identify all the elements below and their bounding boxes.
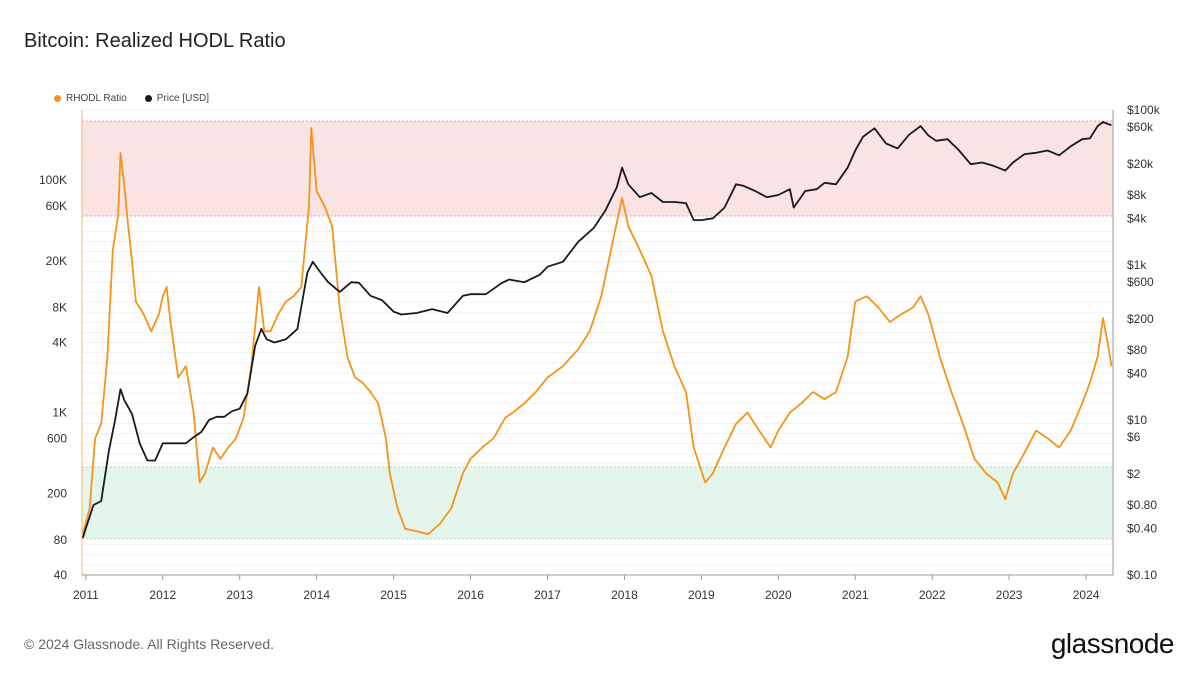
brand-logo: glassnode — [1050, 628, 1175, 659]
y-left-tick-label: 100K — [39, 173, 67, 187]
legend-label-price: Price [USD] — [156, 93, 209, 104]
x-tick-label: 2015 — [380, 588, 407, 602]
x-tick-label: 2022 — [919, 588, 946, 602]
x-tick-label: 2016 — [457, 588, 484, 602]
y-right-tick-label: $80 — [1127, 343, 1147, 357]
y-right-tick-label: $60k — [1127, 120, 1154, 134]
y-right-tick-label: $8k — [1127, 188, 1147, 202]
y-left-tick-label: 200 — [47, 487, 67, 501]
x-tick-label: 2024 — [1073, 588, 1100, 602]
x-tick-label: 2020 — [765, 588, 792, 602]
y-right-tick-label: $40 — [1127, 366, 1147, 380]
legend-swatch-price — [144, 95, 152, 102]
x-tick-label: 2019 — [688, 588, 715, 602]
x-tick-label: 2023 — [996, 588, 1023, 602]
legend-label-rhodl: RHODL Ratio — [66, 93, 127, 104]
y-left-tick-label: 600 — [47, 431, 67, 445]
y-right-tick-label: $10 — [1127, 413, 1147, 427]
y-right-tick-label: $1k — [1127, 258, 1147, 272]
copyright-notice: © 2024 Glassnode. All Rights Reserved. — [24, 636, 275, 652]
y-left-tick-label: 60K — [46, 199, 67, 213]
x-tick-label: 2018 — [611, 588, 638, 602]
legend-swatch-rhodl — [54, 95, 61, 102]
y-left-tick-label: 8K — [52, 301, 67, 315]
y-right-tick-label: $600 — [1127, 275, 1154, 289]
x-tick-label: 2011 — [73, 588, 99, 602]
y-right-tick-label: $4k — [1127, 211, 1147, 225]
x-tick-label: 2013 — [226, 588, 253, 602]
band-undervalued — [82, 466, 1113, 539]
x-tick-label: 2014 — [303, 588, 330, 602]
y-left-tick-label: 20K — [46, 254, 67, 268]
x-tick-label: 2012 — [149, 588, 176, 602]
chart-title: Bitcoin: Realized HODL Ratio — [24, 30, 286, 52]
y-left-tick-label: 4K — [52, 336, 67, 350]
series-line-price — [81, 121, 1112, 539]
y-right-tick-label: $2 — [1127, 467, 1141, 481]
x-tick-label: 2021 — [842, 588, 869, 602]
y-right-tick-label: $100k — [1127, 103, 1161, 117]
y-right-tick-label: $0.80 — [1127, 498, 1157, 512]
band-overheated — [82, 121, 1113, 217]
y-right-tick-label: $0.10 — [1127, 568, 1157, 582]
y-right-tick-label: $20k — [1127, 157, 1154, 171]
legend-item-price[interactable]: Price [USD] — [144, 93, 209, 104]
y-left-tick-label: 1K — [52, 405, 67, 419]
y-left-tick-label: 40 — [54, 568, 68, 582]
chart-legend: RHODL Ratio Price [USD] — [54, 93, 209, 104]
series-line-rhodl — [81, 127, 1113, 535]
y-right-tick-label: $200 — [1127, 312, 1154, 326]
y-right-tick-label: $6 — [1127, 430, 1141, 444]
y-right-tick-label: $0.40 — [1127, 521, 1157, 535]
x-tick-label: 2017 — [534, 588, 561, 602]
y-left-tick-label: 80 — [54, 533, 68, 547]
legend-item-rhodl[interactable]: RHODL Ratio — [54, 93, 127, 104]
